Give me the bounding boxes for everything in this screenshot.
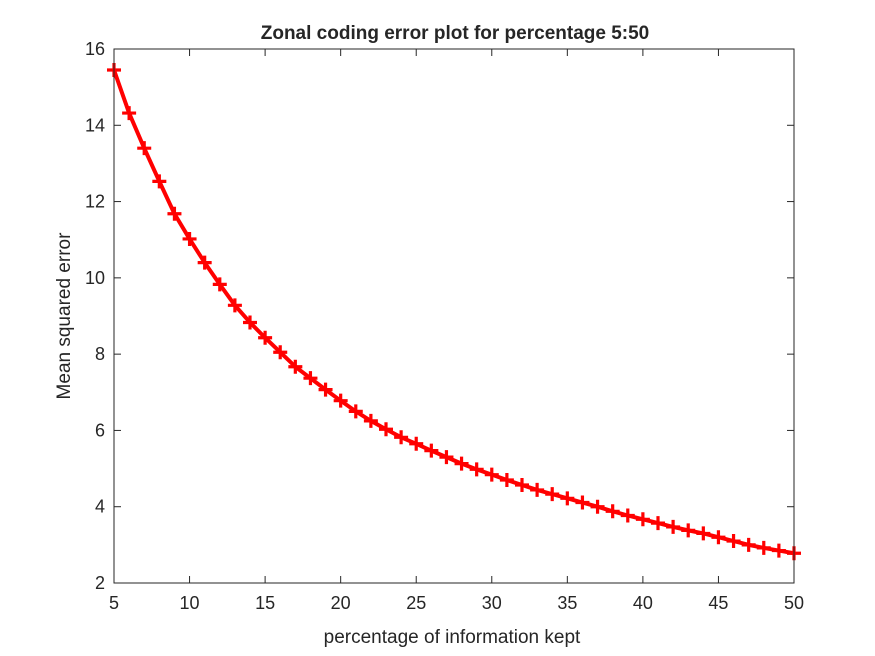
x-tick-label: 5: [109, 593, 119, 613]
data-point-marker: [681, 523, 696, 538]
data-point-marker: [515, 477, 529, 492]
chart-title: Zonal coding error plot for percentage 5…: [261, 23, 650, 44]
data-point-marker: [484, 467, 499, 482]
x-tick-label: 30: [482, 593, 502, 613]
data-point-marker: [545, 487, 560, 502]
plot-area: [114, 49, 794, 583]
data-point-marker: [122, 106, 137, 121]
y-tick-label: 4: [95, 497, 105, 517]
data-point-marker: [137, 141, 152, 156]
y-tick-label: 14: [85, 115, 105, 135]
data-point-marker: [424, 443, 439, 458]
data-point-marker: [303, 371, 318, 386]
data-point-marker: [711, 530, 726, 545]
data-point-marker: [590, 499, 605, 514]
data-point-marker: [212, 277, 227, 292]
x-tick-label: 50: [784, 593, 804, 613]
data-point-marker: [348, 404, 363, 419]
series-layer: [107, 62, 801, 561]
x-tick-label: 20: [331, 593, 351, 613]
y-axis-label: Mean squared error: [54, 232, 75, 400]
data-point-marker: [666, 519, 681, 534]
y-tick-label: 2: [95, 573, 105, 593]
data-point-marker: [499, 473, 514, 488]
x-tick-label: 40: [633, 593, 653, 613]
axes-frame: [113, 48, 795, 584]
data-point-marker: [439, 450, 454, 465]
y-tick-label: 12: [85, 192, 105, 212]
y-tick-label: 16: [85, 39, 105, 59]
x-tick-label: 35: [557, 593, 577, 613]
data-point-marker: [620, 508, 635, 523]
data-point-marker: [258, 330, 273, 345]
data-point-marker: [771, 543, 786, 558]
x-tick-label: 10: [180, 593, 200, 613]
data-point-marker: [651, 516, 665, 531]
data-point-marker: [318, 382, 333, 397]
data-point-marker: [409, 436, 424, 451]
axes-box: [113, 48, 795, 584]
y-tick-label: 6: [95, 420, 105, 440]
y-tick-label: 10: [85, 268, 105, 288]
data-point-marker: [756, 540, 771, 555]
data-point-marker: [273, 345, 288, 360]
data-point-marker: [696, 526, 711, 541]
data-point-marker: [152, 174, 167, 189]
data-point-marker: [605, 504, 620, 519]
data-point-marker: [635, 512, 650, 527]
data-point-marker: [469, 462, 484, 477]
series-1: [107, 62, 801, 561]
data-point-marker: [167, 206, 182, 221]
data-point-marker: [182, 231, 197, 246]
y-tick-label: 8: [95, 344, 105, 364]
x-tick-label: 15: [255, 593, 275, 613]
series-line: [112, 67, 796, 556]
data-point-marker: [560, 491, 575, 506]
data-point-marker: [197, 255, 212, 270]
data-point-marker: [454, 456, 469, 471]
axis-ticks: 5 10 15 20 25 30 35 40 45 50 2 4 6 8 10 12 14 16: [85, 39, 804, 613]
data-point-marker: [530, 482, 545, 497]
data-point-marker: [741, 537, 756, 552]
x-tick-label: 45: [708, 593, 728, 613]
data-point-marker: [726, 534, 741, 549]
x-axis-label: percentage of information kept: [324, 627, 581, 648]
plot-background: [114, 49, 794, 583]
data-point-marker: [379, 422, 393, 437]
data-point-marker: [243, 315, 257, 330]
data-point-marker: [363, 413, 378, 428]
data-point-marker: [288, 359, 303, 374]
data-point-marker: [575, 495, 590, 510]
data-point-marker: [227, 298, 242, 313]
data-point-marker: [394, 430, 409, 445]
x-tick-label: 25: [406, 593, 426, 613]
data-point-marker: [333, 393, 348, 408]
